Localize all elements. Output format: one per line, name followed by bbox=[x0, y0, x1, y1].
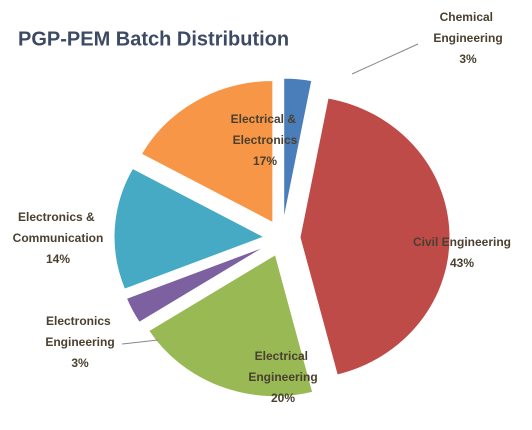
value-label: 3% bbox=[71, 356, 89, 370]
slice-label: Electronics Engineering bbox=[45, 314, 114, 349]
slice-label: Chemical Engineering bbox=[433, 10, 502, 45]
pie-slice bbox=[148, 253, 314, 398]
slice-label: Electronics & Communication bbox=[13, 210, 104, 245]
leader-line bbox=[351, 43, 419, 75]
value-label: 14% bbox=[46, 252, 70, 266]
leader-line bbox=[121, 339, 159, 345]
pie-slice bbox=[299, 97, 451, 376]
pie-slice bbox=[283, 77, 313, 221]
chart-title: PGP-PEM Batch Distribution bbox=[18, 28, 289, 50]
value-label: 43% bbox=[450, 256, 474, 270]
value-label: 17% bbox=[253, 154, 277, 168]
value-label: 3% bbox=[459, 52, 477, 66]
slice-label: Electrical & Electronics bbox=[231, 112, 300, 147]
pie-slice bbox=[140, 80, 274, 224]
slice-label: Civil Engineering bbox=[413, 235, 511, 249]
pie-slice bbox=[125, 245, 267, 323]
pie-slice bbox=[113, 167, 266, 290]
value-label: 20% bbox=[271, 391, 295, 405]
slice-label: Electrical Engineering bbox=[248, 349, 317, 384]
